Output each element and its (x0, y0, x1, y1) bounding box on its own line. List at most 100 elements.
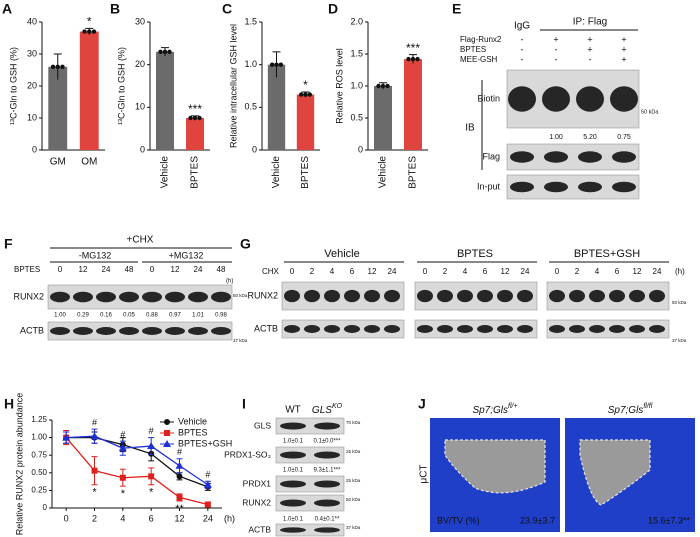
data-dot (197, 115, 202, 121)
blot (275, 417, 345, 435)
data-dot (274, 62, 279, 67)
y-axis-label: ¹³C-Gln to GSH (%) (8, 47, 18, 125)
x-tick-label: 12 (174, 513, 184, 523)
label: 0.1±0.0*** (314, 439, 342, 445)
blot-band (517, 325, 533, 333)
legend-label: Vehicle (178, 416, 207, 426)
label: 24 (102, 265, 111, 274)
y-tick-label: 0.75 (31, 450, 47, 459)
blot-band (73, 291, 93, 303)
point (118, 444, 127, 452)
y-tick-label: 40 (27, 16, 37, 26)
point (90, 432, 99, 440)
label: 0.16 (100, 313, 112, 319)
blot-band (165, 291, 185, 303)
blot-band (50, 291, 70, 303)
data-dot (410, 56, 416, 62)
label: +CHX (127, 235, 154, 246)
blot (275, 475, 345, 493)
blot-band (417, 325, 433, 333)
legend-marker (163, 440, 171, 447)
data-dot (192, 115, 198, 121)
blot (47, 321, 233, 341)
blot-band (508, 86, 536, 112)
point (148, 473, 155, 480)
x-tick-label: 24 (203, 513, 213, 523)
label: 1.01 (192, 313, 204, 319)
label: BV/TV (%) (437, 515, 480, 525)
label: 0.88 (146, 313, 158, 319)
blot-band (188, 327, 208, 335)
label: 50 kDa (641, 109, 659, 115)
label: - (555, 44, 558, 54)
label: 4 (595, 267, 600, 276)
label: IP: Flag (573, 17, 607, 28)
label: 12 (171, 265, 180, 274)
blot-band (314, 499, 340, 507)
y-tick-label: 1.25 (31, 415, 47, 424)
label: PRDX1-SO₃ (224, 449, 271, 459)
bone-scan (579, 439, 651, 506)
bar (296, 94, 315, 150)
y-tick-label: 0 (252, 144, 257, 154)
bar (374, 86, 392, 150)
blot-band (142, 291, 162, 303)
label-sup: KO (332, 403, 343, 410)
x-tick-label: Vehicle (378, 156, 389, 189)
label-text: GLS (312, 405, 332, 416)
data-dot (91, 29, 97, 34)
blot-band (477, 289, 493, 303)
label: 2 (575, 267, 580, 276)
point (176, 473, 183, 480)
y-tick-label: 0 (358, 144, 363, 154)
blot-band (73, 327, 93, 335)
label: 0.05 (123, 313, 135, 319)
blot-band (96, 291, 116, 303)
label: IgG (514, 21, 530, 32)
label: 24 (521, 267, 530, 276)
label: (h) (226, 279, 233, 285)
blot-band (544, 151, 568, 163)
y-tick-label: 1.0 (350, 80, 363, 90)
label: 12 (368, 267, 377, 276)
panel-label: E (452, 1, 461, 17)
label: - (521, 54, 524, 64)
blot-band (544, 181, 568, 193)
blot-band (457, 325, 473, 333)
label: 37 kDa (233, 338, 248, 343)
blot-band (576, 86, 604, 112)
label: 1.00 (549, 134, 563, 141)
label: ACTB (254, 323, 278, 333)
modality-label: μCT (419, 464, 430, 483)
blot-band (304, 289, 320, 303)
label: IB (465, 123, 475, 134)
blot-band (384, 289, 400, 303)
blot-band (629, 325, 645, 333)
blot-band (211, 327, 231, 335)
label: 1.00 (54, 313, 66, 319)
blot-band (344, 325, 360, 333)
y-tick-label: 10 (135, 102, 145, 112)
data-dot (158, 49, 163, 55)
x-unit: (h) (224, 513, 235, 523)
label: + (587, 44, 592, 54)
label-text: Sp7;Gls (472, 405, 508, 416)
bar (404, 59, 422, 151)
label: 37 kDa (346, 525, 361, 530)
y-tick-label: 0.5 (350, 112, 363, 122)
point (176, 494, 183, 501)
blot-band (417, 289, 433, 303)
significance: # (120, 429, 125, 439)
label-sup: fl/+ (508, 403, 518, 410)
x-tick-label: 0 (64, 513, 69, 523)
y-tick-label: 0.5 (244, 102, 257, 112)
blot-band (569, 325, 585, 333)
label: -MG132 (79, 250, 112, 260)
blot (275, 494, 345, 512)
label-text: Sp7;Gls (608, 405, 644, 416)
blot-band (649, 289, 665, 303)
y-tick-label: 1.5 (244, 16, 257, 26)
blot-band (280, 422, 306, 430)
label: Sp7;Glsfl/fl (608, 403, 653, 415)
y-tick-label: 20 (135, 59, 145, 69)
